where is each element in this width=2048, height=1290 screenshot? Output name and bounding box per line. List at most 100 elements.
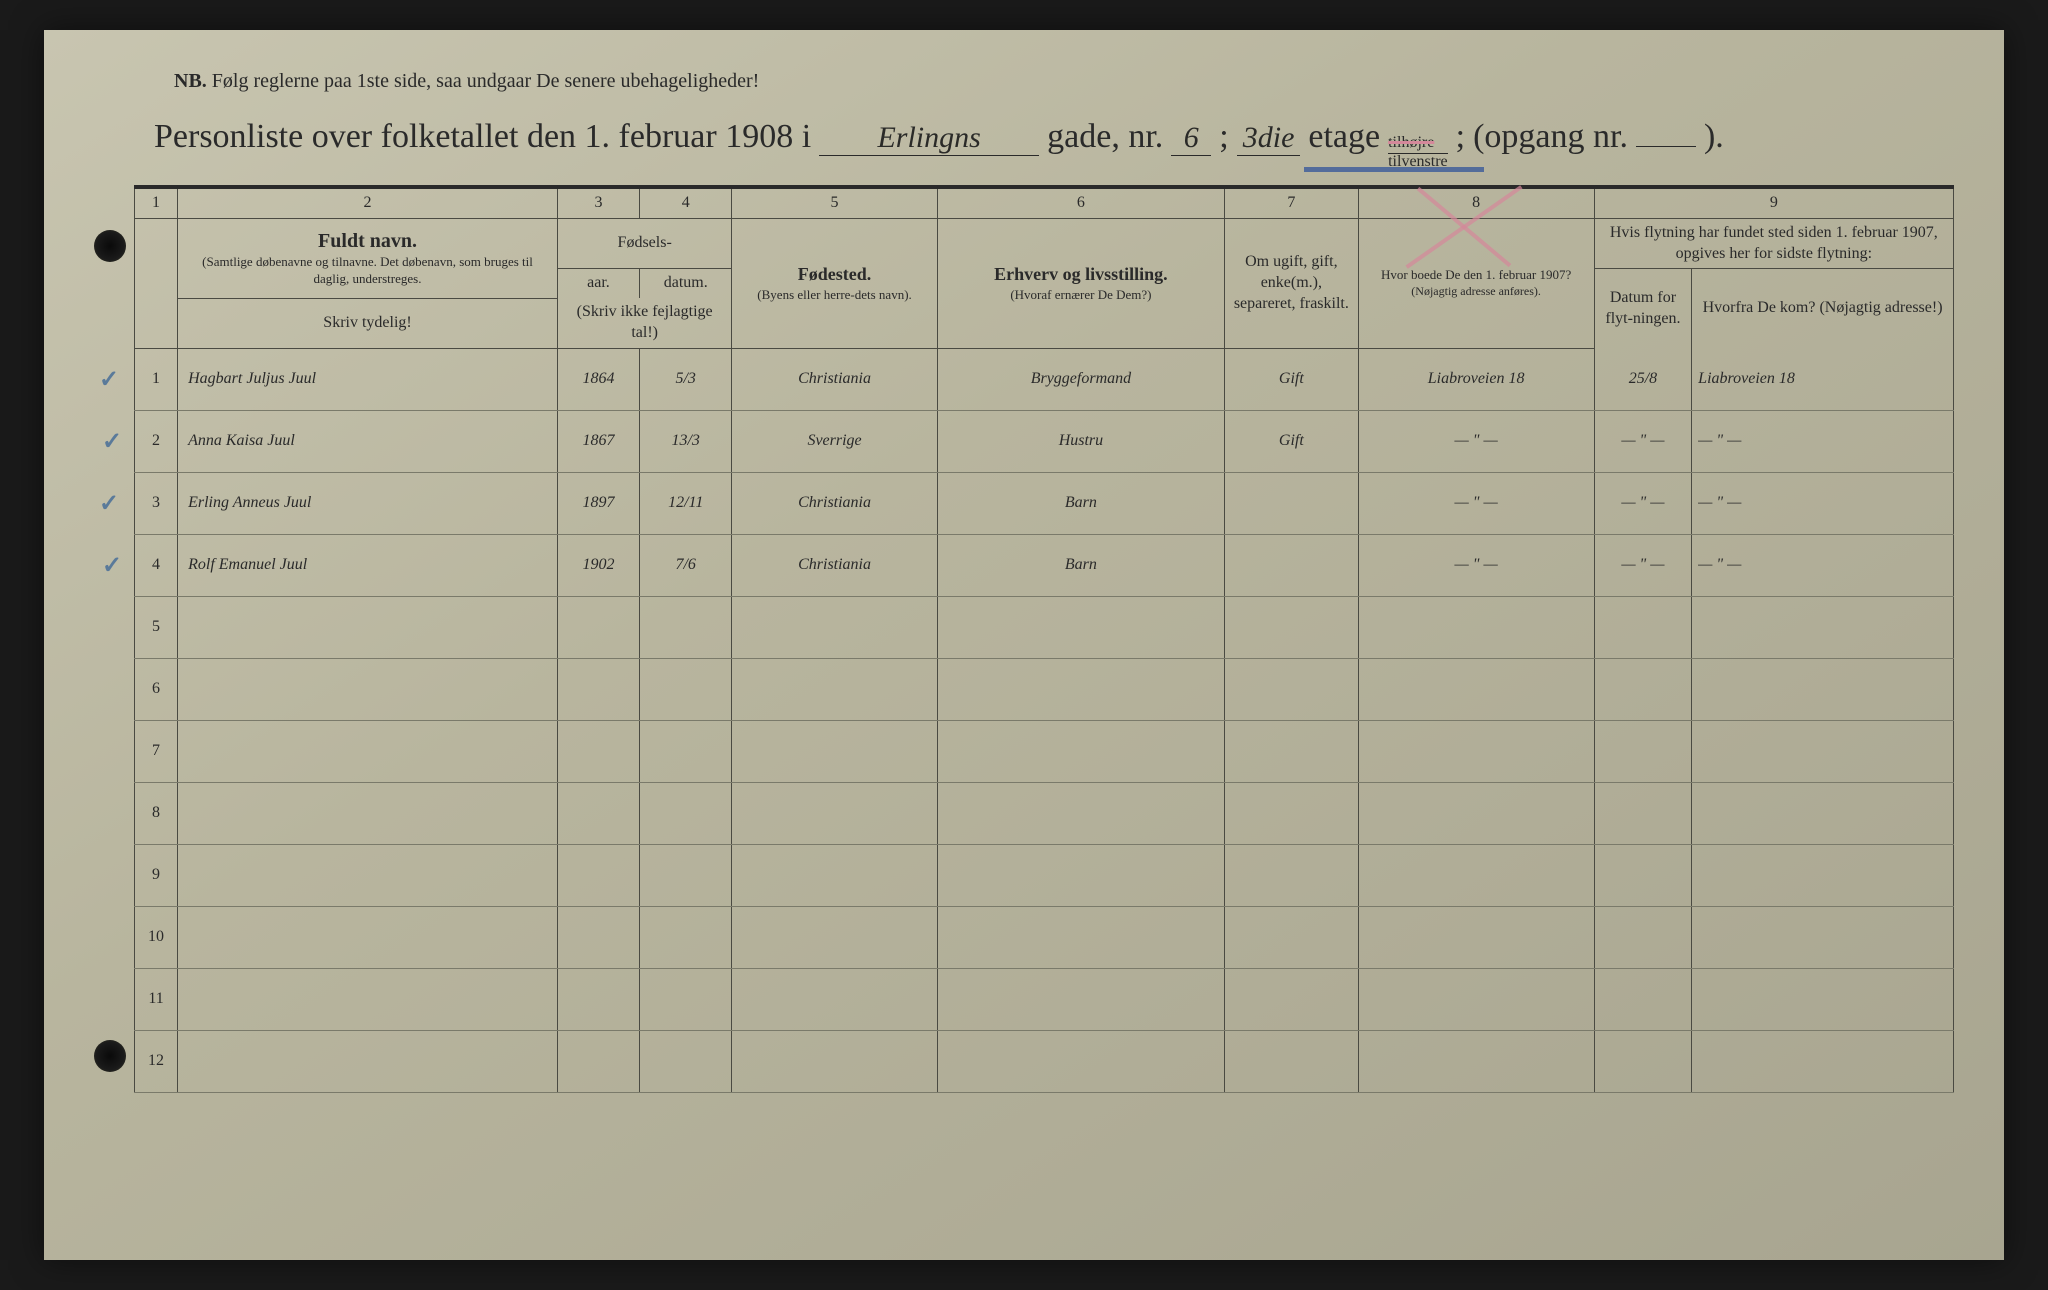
cell-move-from — [1692, 720, 1954, 782]
cell-birthplace — [732, 782, 937, 844]
side-top: tilhøjre — [1388, 135, 1448, 154]
cell-year: 1902 — [557, 534, 639, 596]
cell-name: Hagbart Juljus Juul — [178, 348, 558, 410]
cell-name: Erling Anneus Juul — [178, 472, 558, 534]
cell-date — [640, 658, 732, 720]
table-row: ✓3 Erling Anneus Juul 1897 12/11 Christi… — [135, 472, 1954, 534]
cell-addr1907 — [1358, 658, 1594, 720]
cell-addr1907: — " — — [1358, 410, 1594, 472]
side-fraction: tilhøjre tilvenstre — [1388, 135, 1448, 170]
title-prefix: Personliste over folketallet den 1. febr… — [154, 118, 811, 156]
cell-date — [640, 782, 732, 844]
opgang-label: (opgang nr. — [1473, 118, 1628, 156]
cell-move-from — [1692, 1030, 1954, 1092]
notice-line: NB. Følg reglerne paa 1ste side, saa und… — [134, 70, 1954, 93]
cell-occupation — [937, 658, 1224, 720]
cell-addr1907 — [1358, 844, 1594, 906]
cell-marital — [1225, 782, 1358, 844]
header-birth-foot: (Skriv ikke fejlagtige tal!) — [557, 298, 731, 348]
cell-name — [178, 782, 558, 844]
header-birthplace-main: Fødested. — [738, 263, 930, 286]
cell-marital: Gift — [1225, 410, 1358, 472]
colnum-2: 2 — [178, 189, 558, 218]
cell-date — [640, 844, 732, 906]
cell-move-date — [1594, 596, 1692, 658]
header-marital: Om ugift, gift, enke(m.), separeret, fra… — [1225, 218, 1358, 348]
cell-addr1907 — [1358, 1030, 1594, 1092]
table-row: ✓4 Rolf Emanuel Juul 1902 7/6 Christiani… — [135, 534, 1954, 596]
cell-year: 1867 — [557, 410, 639, 472]
row-number: ✓3 — [135, 472, 178, 534]
header-occupation-sub: (Hvoraf ernærer De Dem?) — [944, 287, 1218, 304]
header-occupation-main: Erhverv og livsstilling. — [944, 263, 1218, 286]
header-name: Fuldt navn. (Samtlige døbenavne og tilna… — [178, 218, 558, 298]
opgang-number — [1636, 146, 1696, 147]
cell-name — [178, 658, 558, 720]
cell-date — [640, 1030, 732, 1092]
cell-marital — [1225, 720, 1358, 782]
cell-addr1907 — [1358, 596, 1594, 658]
cell-addr1907 — [1358, 782, 1594, 844]
checkmark-icon: ✓ — [102, 427, 122, 456]
table-row: ✓2 Anna Kaisa Juul 1867 13/3 Sverrige Hu… — [135, 410, 1954, 472]
colnum-8: 8 — [1358, 189, 1594, 218]
header-move-from: Hvorfra De kom? (Nøjagtig adresse!) — [1692, 269, 1954, 348]
colnum-7: 7 — [1225, 189, 1358, 218]
colnum-4: 4 — [640, 189, 732, 218]
notice-text: Følg reglerne paa 1ste side, saa undgaar… — [212, 70, 760, 92]
table-row: 11 — [135, 968, 1954, 1030]
cell-occupation — [937, 782, 1224, 844]
colnum-6: 6 — [937, 189, 1224, 218]
column-number-row: 1 2 3 4 5 6 7 8 9 — [135, 189, 1954, 218]
cell-occupation — [937, 1030, 1224, 1092]
cell-move-from: — " — — [1692, 410, 1954, 472]
cell-move-date: 25/8 — [1594, 348, 1692, 410]
cell-move-date — [1594, 1030, 1692, 1092]
checkmark-icon: ✓ — [99, 365, 119, 394]
cell-move-date: — " — — [1594, 410, 1692, 472]
cell-year — [557, 782, 639, 844]
colnum-5: 5 — [732, 189, 937, 218]
cell-year: 1897 — [557, 472, 639, 534]
gade-label: gade, nr. — [1047, 118, 1163, 156]
cell-addr1907 — [1358, 720, 1594, 782]
house-number: 6 — [1171, 121, 1211, 156]
cell-date: 13/3 — [640, 410, 732, 472]
row-number: ✓2 — [135, 410, 178, 472]
cell-occupation — [937, 906, 1224, 968]
punch-hole-top — [94, 230, 126, 262]
cell-move-from: Liabroveien 18 — [1692, 348, 1954, 410]
header-date: datum. — [640, 269, 732, 298]
checkmark-icon: ✓ — [102, 551, 122, 580]
header-blank-1 — [135, 218, 178, 348]
floor-number: 3die — [1237, 121, 1301, 156]
cell-move-from — [1692, 658, 1954, 720]
cell-name: Anna Kaisa Juul — [178, 410, 558, 472]
nb-label: NB. — [174, 70, 207, 92]
cell-year — [557, 844, 639, 906]
cell-marital — [1225, 1030, 1358, 1092]
cell-birthplace — [732, 658, 937, 720]
cell-name — [178, 720, 558, 782]
census-form-page: NB. Følg reglerne paa 1ste side, saa und… — [44, 30, 2004, 1260]
cell-move-date — [1594, 658, 1692, 720]
header-name-foot: Skriv tydelig! — [178, 298, 558, 348]
cell-move-from — [1692, 968, 1954, 1030]
cell-move-from — [1692, 906, 1954, 968]
cell-occupation: Bryggeformand — [937, 348, 1224, 410]
row-number: ✓1 — [135, 348, 178, 410]
row-number: 12 — [135, 1030, 178, 1092]
semicolon-2: ; — [1456, 118, 1465, 156]
blue-pencil-underline — [1304, 167, 1484, 172]
street-name: Erlingns — [819, 121, 1039, 156]
cell-occupation — [937, 968, 1224, 1030]
row-number: 8 — [135, 782, 178, 844]
header-row-1: Fuldt navn. (Samtlige døbenavne og tilna… — [135, 218, 1954, 269]
cell-move-from — [1692, 844, 1954, 906]
checkmark-icon: ✓ — [99, 489, 119, 518]
cell-move-date — [1594, 968, 1692, 1030]
cell-addr1907 — [1358, 968, 1594, 1030]
form-title-line: Personliste over folketallet den 1. febr… — [134, 118, 1954, 170]
header-birthplace: Fødested. (Byens eller herre-dets navn). — [732, 218, 937, 348]
cell-marital — [1225, 844, 1358, 906]
